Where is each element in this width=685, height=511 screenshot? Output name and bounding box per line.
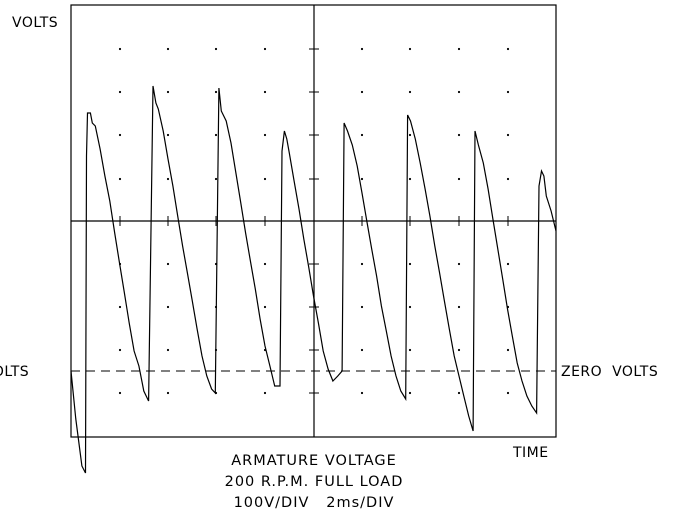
grid-dot — [264, 48, 266, 50]
grid-dot — [361, 48, 363, 50]
grid-dot — [409, 48, 411, 50]
grid-dot — [458, 91, 460, 93]
grid-dot — [167, 91, 169, 93]
grid-dot — [361, 134, 363, 136]
grid-dot — [507, 349, 509, 351]
grid-dot — [458, 306, 460, 308]
zero-label-left: VOLTS — [0, 364, 29, 380]
grid-dot — [264, 306, 266, 308]
x-axis-label: TIME — [512, 445, 549, 461]
grid-dot — [409, 349, 411, 351]
grid-dot — [264, 91, 266, 93]
grid-dot — [507, 392, 509, 394]
grid-dot — [361, 306, 363, 308]
grid-dot — [361, 263, 363, 265]
scale-note: 100V/DIV 2ms/DIV — [234, 495, 395, 511]
grid-dot — [264, 392, 266, 394]
grid-dot — [409, 263, 411, 265]
grid-dot — [264, 134, 266, 136]
grid-dot — [409, 392, 411, 394]
grid-dot — [458, 392, 460, 394]
grid-dot — [409, 91, 411, 93]
grid-dot — [264, 263, 266, 265]
grid-dot — [119, 392, 121, 394]
grid-dot — [458, 48, 460, 50]
grid-dot — [119, 306, 121, 308]
grid-dot — [167, 263, 169, 265]
grid-dot — [458, 178, 460, 180]
grid-dot — [264, 178, 266, 180]
chart-subtitle: 200 R.P.M. FULL LOAD — [225, 474, 404, 490]
grid-dot — [119, 178, 121, 180]
grid-dot — [119, 349, 121, 351]
grid-dot — [409, 178, 411, 180]
grid-dot — [507, 134, 509, 136]
grid-dot — [167, 178, 169, 180]
grid-dot — [119, 91, 121, 93]
y-axis-label: VOLTS — [12, 15, 58, 31]
grid-dot — [215, 178, 217, 180]
grid-dot — [409, 134, 411, 136]
grid-dot — [458, 263, 460, 265]
grid-dot — [361, 91, 363, 93]
grid-dot — [507, 178, 509, 180]
grid-dot — [167, 306, 169, 308]
chart-title: ARMATURE VOLTAGE — [231, 453, 397, 469]
grid-dot — [215, 48, 217, 50]
grid-dot — [409, 306, 411, 308]
grid-dot — [458, 349, 460, 351]
grid-dot — [507, 263, 509, 265]
grid-dot — [167, 48, 169, 50]
grid-dot — [361, 392, 363, 394]
grid-dot — [507, 48, 509, 50]
grid-dot — [215, 91, 217, 93]
grid-dot — [361, 178, 363, 180]
zero-label-right: ZERO VOLTS — [561, 364, 658, 380]
grid-dot — [167, 392, 169, 394]
grid-dot — [167, 134, 169, 136]
grid-dot — [215, 134, 217, 136]
grid-dot — [458, 134, 460, 136]
grid-dot — [119, 134, 121, 136]
grid-dot — [167, 349, 169, 351]
grid-dot — [119, 48, 121, 50]
grid-dot — [507, 91, 509, 93]
grid-dot — [361, 349, 363, 351]
